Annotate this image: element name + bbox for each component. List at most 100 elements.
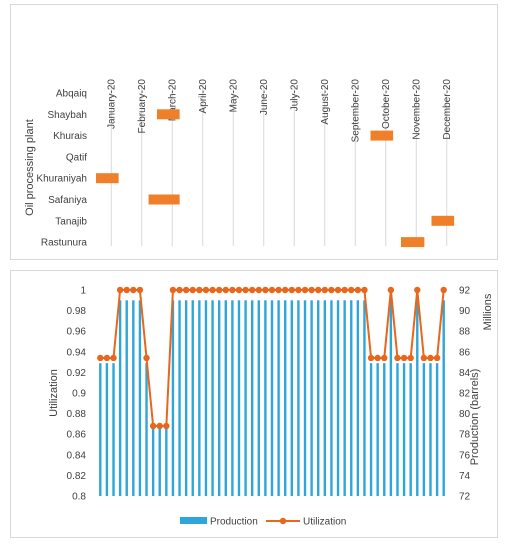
utilization-point [275, 286, 282, 294]
month-tick-label: September-20 [350, 79, 361, 143]
utilization-point [321, 286, 329, 294]
utilization-point [295, 286, 302, 294]
utilization-point [440, 286, 447, 294]
production-bar [277, 300, 280, 496]
plant-outage-chart: January-20 February-20 March-20 April-20 May… [10, 4, 498, 260]
utilization-point [427, 354, 434, 362]
utilization-point [209, 286, 216, 294]
utilization-point [176, 286, 183, 294]
legend-production-swatch [180, 517, 207, 524]
month-tick-label: July-20 [289, 79, 300, 112]
production-bar [171, 300, 175, 496]
left-tick-label: 0.92 [67, 368, 87, 379]
production-bar [396, 363, 399, 496]
production-bar [330, 300, 333, 496]
left-tick-label: 0.8 [72, 492, 86, 503]
production-bar [158, 424, 161, 496]
production-utilization-chart: 0.8 0.82 0.84 0.86 0.88 0.9 0.92 0.94 0.96 0.98 1 7… [10, 270, 498, 538]
outage-bar [157, 109, 180, 120]
right-tick-label: 84 [459, 368, 471, 379]
production-bar [145, 363, 148, 496]
right-tick-label: 92 [459, 286, 471, 297]
production-bar [284, 300, 287, 496]
month-tick-label: November-20 [411, 79, 422, 140]
production-bar [198, 300, 201, 496]
right-tick-label: 74 [459, 471, 471, 482]
utilization-point [328, 286, 335, 294]
utilization-point [169, 286, 177, 294]
left-tick-label: 0.86 [67, 430, 87, 441]
left-tick-label: 0.98 [67, 306, 87, 317]
plant-label: Tanajib [55, 216, 87, 227]
production-bar [376, 363, 379, 496]
utilization-point [215, 286, 223, 294]
production-bar [435, 363, 439, 496]
month-tick-label: April-20 [198, 79, 209, 114]
utilization-point [308, 286, 315, 294]
utilization-point [116, 286, 124, 294]
legend-utilization-marker [279, 517, 287, 525]
utilization-point [433, 354, 441, 362]
production-bar [105, 363, 109, 496]
right-tick-label: 72 [459, 492, 471, 503]
utilization-point [268, 286, 276, 294]
production-bar [429, 363, 432, 496]
production-bar [270, 300, 274, 496]
month-tick-label: October-20 [381, 79, 392, 129]
utilization-point [130, 286, 137, 294]
production-bar [383, 363, 386, 496]
production-bar [369, 363, 373, 496]
utilization-point [288, 286, 296, 294]
right-tick-label: 88 [459, 327, 471, 338]
utilization-point [248, 286, 256, 294]
production-bar [231, 300, 234, 496]
production-bar [310, 300, 313, 496]
production-bar [184, 300, 188, 496]
utilization-point [315, 286, 322, 294]
utilization-point [97, 354, 104, 362]
utilization-point [255, 286, 262, 294]
utilization-point [143, 354, 150, 362]
utilization-point [414, 286, 421, 294]
production-bar [442, 300, 445, 496]
utilization-point [110, 354, 117, 362]
utilization-point [334, 286, 342, 294]
right-tick-label: 78 [459, 430, 471, 441]
left-tick-label: 1 [80, 286, 86, 297]
production-bar [297, 300, 300, 496]
utilization-point [123, 286, 130, 294]
utilization-point [235, 286, 243, 294]
plant-label: Safaniya [48, 195, 87, 206]
production-bar [323, 300, 327, 496]
legend-production-label: Production [210, 517, 258, 528]
left-tick-label: 0.96 [67, 327, 87, 338]
month-tick-label: January-20 [106, 79, 117, 129]
production-bar [151, 424, 155, 496]
production-utilization-svg: 0.8 0.82 0.84 0.86 0.88 0.9 0.92 0.94 0.96 0.98 1 7… [48, 286, 494, 528]
utilization-point [348, 286, 355, 294]
utilization-point [407, 354, 414, 362]
production-bar [389, 300, 393, 496]
utilization-point [163, 422, 170, 430]
production-bar [363, 300, 366, 496]
production-bar [217, 300, 221, 496]
month-tick-label: August-20 [320, 79, 331, 125]
left-tick-label: 0.82 [67, 471, 87, 482]
production-bar [422, 363, 426, 496]
plant-label: Khuraniyah [36, 174, 87, 185]
utilization-point [394, 354, 401, 362]
outage-bar [148, 194, 180, 205]
production-bar [112, 363, 115, 496]
utilization-point [202, 286, 210, 294]
production-bar [336, 300, 340, 496]
utilization-point [420, 354, 428, 362]
plant-label: Rastunura [41, 238, 88, 249]
plant-label: Abqaiq [56, 89, 87, 100]
right-tick-label: 90 [459, 306, 471, 317]
right-tick-label: 82 [459, 389, 471, 400]
utilization-point [182, 286, 190, 294]
production-bar [416, 300, 419, 496]
month-tick-label: June-20 [259, 79, 270, 116]
left-tick-label: 0.88 [67, 409, 87, 420]
outage-bar [401, 237, 425, 248]
